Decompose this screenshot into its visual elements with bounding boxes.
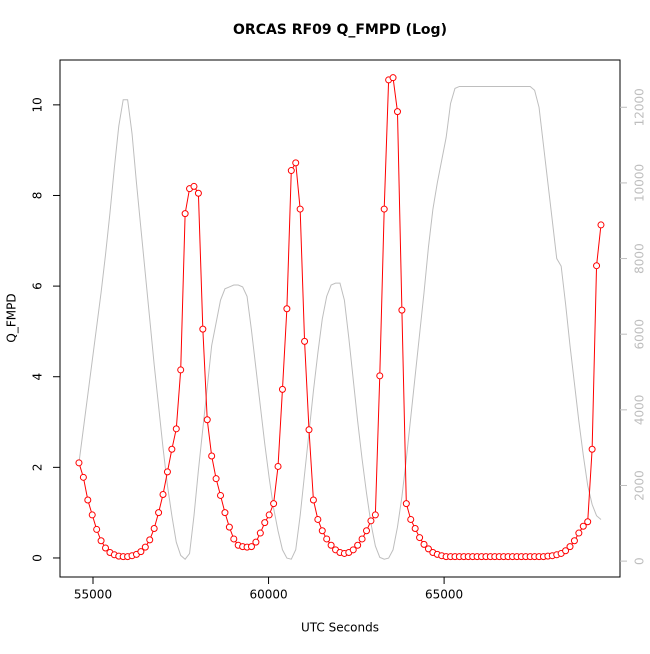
point (367, 517, 375, 525)
x-tick-label: 65000 (425, 588, 463, 602)
point (389, 74, 397, 82)
y2-tick-label: 2000 (633, 470, 647, 501)
point (146, 536, 154, 544)
y2-tick-label: 12000 (633, 88, 647, 126)
point (402, 500, 410, 508)
point (102, 544, 110, 552)
point (584, 518, 592, 526)
y2-tick-label: 10000 (633, 164, 647, 202)
point (305, 426, 313, 434)
point (380, 205, 388, 213)
point (566, 543, 574, 551)
point (371, 511, 379, 519)
point (562, 547, 570, 555)
y2-tick-label: 8000 (633, 243, 647, 274)
point (411, 525, 419, 533)
point (274, 462, 282, 470)
point (247, 543, 255, 551)
point (225, 523, 233, 531)
point (588, 445, 596, 453)
point (579, 522, 587, 530)
point (163, 468, 171, 476)
point (296, 205, 304, 213)
point (208, 452, 216, 460)
point (309, 496, 317, 504)
point (283, 305, 291, 313)
plot-frame (59, 59, 621, 578)
point (203, 416, 211, 424)
point (323, 535, 331, 543)
point (79, 473, 87, 481)
y-tick-label: 8 (31, 192, 45, 200)
point (292, 159, 300, 167)
y-tick-label: 0 (31, 554, 45, 562)
point (97, 537, 105, 545)
point (575, 529, 583, 537)
y-tick-label: 4 (31, 373, 45, 381)
point (194, 189, 202, 197)
point (230, 535, 238, 543)
point (407, 515, 415, 523)
point (416, 534, 424, 542)
point (155, 509, 163, 517)
point (168, 445, 176, 453)
point (597, 221, 605, 229)
x-tick-label: 55000 (74, 588, 112, 602)
y2-tick-label: 6000 (633, 319, 647, 350)
y-tick-label: 6 (31, 282, 45, 290)
point (137, 548, 145, 556)
point (398, 306, 406, 314)
y-tick-label: 10 (31, 97, 45, 112)
point (393, 108, 401, 116)
point (349, 546, 357, 554)
point (221, 509, 229, 517)
point (420, 540, 428, 548)
point (570, 537, 578, 545)
x-axis-label: UTC Seconds (301, 621, 379, 635)
y2-tick-label: 4000 (633, 395, 647, 426)
point (424, 545, 432, 553)
point (593, 262, 601, 270)
point (363, 527, 371, 535)
point (84, 496, 92, 504)
point (177, 366, 185, 374)
point (278, 385, 286, 393)
point (217, 491, 225, 499)
point (376, 372, 384, 380)
point (88, 511, 96, 519)
point (270, 500, 278, 508)
point (252, 538, 260, 546)
point (181, 210, 189, 218)
point (265, 511, 273, 519)
point (318, 527, 326, 535)
point (159, 491, 167, 499)
chart-title: ORCAS RF09 Q_FMPD (Log) (233, 22, 447, 38)
point (256, 529, 264, 537)
point (141, 543, 149, 551)
y2-tick-label: 0 (633, 557, 647, 565)
point (301, 337, 309, 345)
x-tick-label: 60000 (249, 588, 287, 602)
point (358, 535, 366, 543)
point (150, 525, 158, 533)
point (172, 425, 180, 433)
point (354, 541, 362, 549)
point (327, 541, 335, 549)
point (212, 475, 220, 483)
point (287, 167, 295, 175)
point (190, 182, 198, 190)
y-axis-label: Q_FMPD (5, 293, 19, 342)
point (199, 325, 207, 333)
point (261, 519, 269, 527)
point (75, 459, 83, 467)
y-tick-label: 2 (31, 464, 45, 472)
point (93, 525, 101, 533)
point (314, 515, 322, 523)
